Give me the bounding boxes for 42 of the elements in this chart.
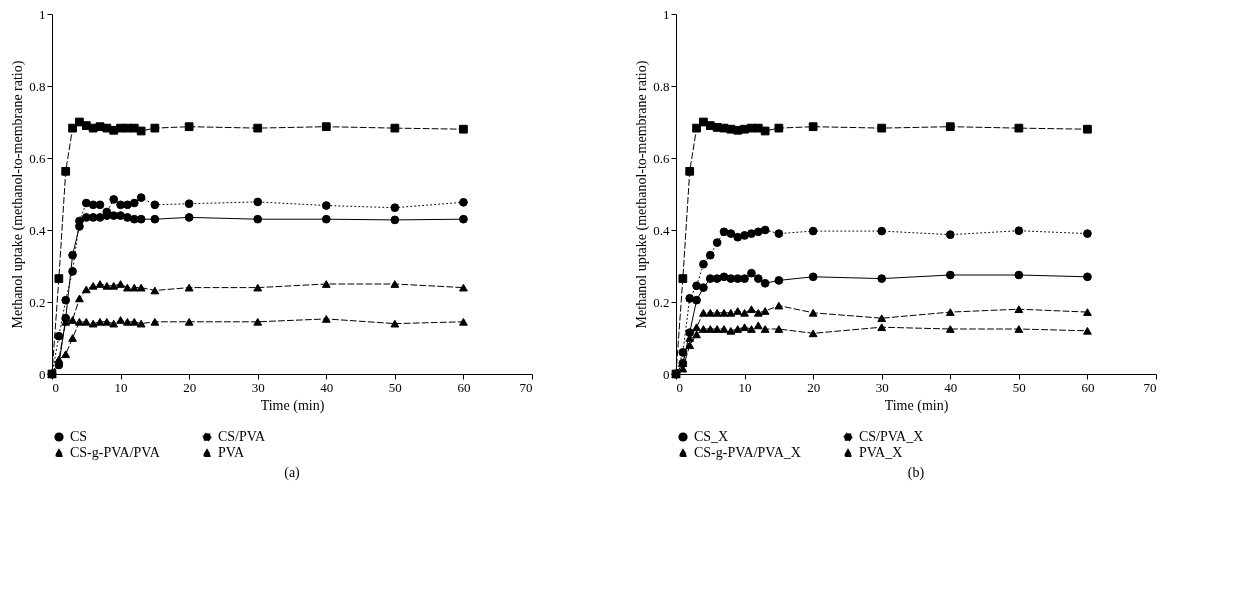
- legend-label: CS-g-PVA/PVA: [70, 445, 161, 460]
- y-tick-label: 0.6: [653, 150, 670, 166]
- x-tick-label: 50: [388, 379, 402, 395]
- y-axis-title: Methanol uptake (methanol-to-membrane ratio): [10, 60, 27, 329]
- x-tick-label: 40: [320, 379, 334, 395]
- x-tick-label: 10: [114, 379, 128, 395]
- x-tick-label: 60: [1081, 379, 1095, 395]
- y-tick-label: 0.2: [29, 294, 46, 310]
- y-tick-label: 0.8: [653, 78, 670, 94]
- y-tick-label: 0.4: [653, 222, 670, 238]
- legend-label: CS/PVA_X: [859, 429, 924, 444]
- x-tick-label: 70: [519, 379, 533, 395]
- x-tick-label: 40: [944, 379, 958, 395]
- y-tick-label: 0: [39, 366, 46, 382]
- x-axis-title: Time (min): [884, 397, 949, 414]
- x-tick-label: 20: [183, 379, 197, 395]
- x-tick-label: 60: [457, 379, 471, 395]
- text: (b): [907, 465, 925, 481]
- y-tick-label: 0.6: [29, 150, 46, 166]
- x-tick-label: 30: [251, 379, 265, 395]
- legend-label: PVA: [218, 445, 246, 460]
- y-tick-label: 1: [39, 6, 46, 22]
- y-axis-title: Methanol uptake (methanol-to-membrane ratio): [634, 60, 651, 329]
- y-tick-label: 0: [663, 366, 670, 382]
- legend-label: CS-g-PVA/PVA_X: [694, 445, 801, 460]
- legend-label: CS: [70, 429, 88, 444]
- x-tick-label: 0: [52, 379, 59, 395]
- x-tick-label: 20: [807, 379, 821, 395]
- legend-label: PVA_X: [859, 445, 903, 460]
- legend-label: CS/PVA: [218, 429, 267, 444]
- y-tick-label: 0.2: [653, 294, 670, 310]
- y-tick-label: 0.4: [29, 222, 46, 238]
- y-tick-label: 0.8: [29, 78, 46, 94]
- x-tick-label: 70: [1143, 379, 1157, 395]
- x-tick-label: 10: [738, 379, 752, 395]
- y-tick-label: 1: [663, 6, 670, 22]
- text: (a): [284, 465, 301, 481]
- legend-label: CS_X: [694, 429, 729, 444]
- x-tick-label: 50: [1012, 379, 1026, 395]
- x-tick-label: 0: [676, 379, 683, 395]
- x-axis-title: Time (min): [260, 397, 325, 414]
- x-tick-label: 30: [875, 379, 889, 395]
